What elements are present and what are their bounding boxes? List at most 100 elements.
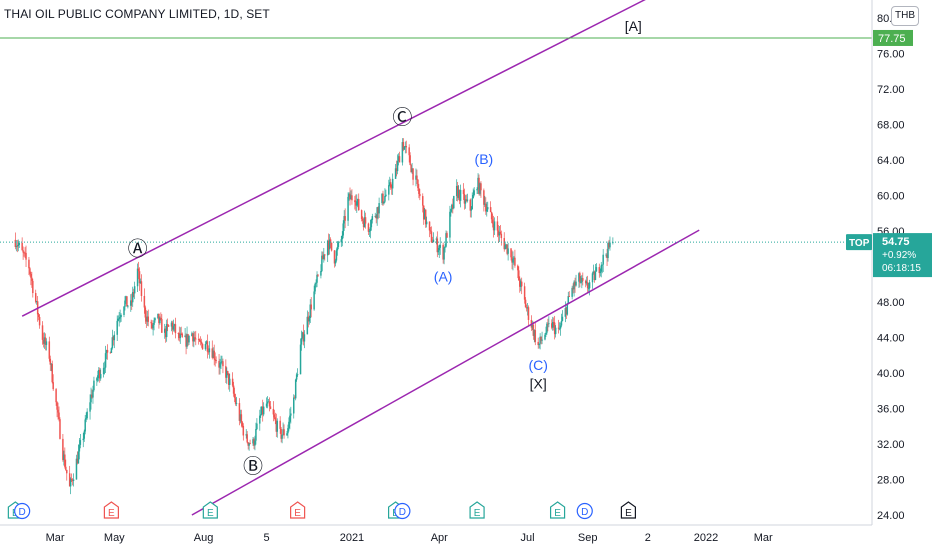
candle-body [259,415,261,424]
candle-body [347,196,349,221]
candle-body [600,265,602,272]
candle-body [323,254,325,260]
candle-body [208,348,211,353]
x-tick-label: May [104,532,125,544]
candle-body [364,217,367,224]
y-tick-label: 28.00 [877,475,905,487]
candle-body [531,324,534,328]
candle-body [220,362,222,363]
candle-body [154,318,156,321]
y-tick-label: 36.00 [877,404,905,416]
candle-body [195,338,197,340]
candle-body [594,271,597,281]
candle-body [207,351,210,353]
candle-body [109,352,112,354]
level-price-badge [873,29,913,46]
candle-body [49,358,52,365]
channel-line-upper [21,0,646,317]
earnings-marker [103,501,119,519]
candle-body [422,196,424,206]
candle-body [574,281,576,286]
candle-body [452,204,454,209]
candle-body [333,250,336,264]
candle-body [238,403,241,421]
candle-body [466,199,469,201]
candle-body [405,146,408,148]
candle-body [120,314,122,318]
candle-body [459,189,462,201]
candle-body [240,414,243,423]
candle-body [106,350,109,353]
candle-body [374,215,376,217]
candle-body [315,282,317,284]
candle-body [266,401,269,404]
candle-body [242,425,245,436]
candle-body [581,278,583,282]
candle-body [51,363,53,383]
candle-body [127,305,129,307]
candle-body [273,414,276,418]
channel-line-lower [191,229,700,516]
candle-body [324,254,326,256]
candle-body [451,204,453,210]
candle-body [504,245,506,250]
x-tick-label: Apr [431,532,448,544]
candle-body [534,330,537,342]
candle-body [44,337,47,345]
candle-body [601,264,603,266]
candle-body [385,194,387,196]
candle-body [72,479,75,481]
candle-body [41,325,44,340]
currency-badge[interactable]: THB [891,6,919,26]
candle-body [180,333,182,335]
candle-body [247,442,249,446]
candle-body [309,304,311,318]
candle-body [520,281,523,287]
y-tick-label: 32.00 [877,439,905,451]
candle-body [443,247,445,260]
candle-body [341,235,343,240]
candle-body [457,190,460,198]
candle-body [330,242,333,251]
candle-body [423,209,426,220]
candle-body [256,423,258,429]
candle-body [362,220,365,228]
candle-body [595,267,598,272]
wave-label: [A] [625,18,642,34]
candle-body [194,337,196,339]
candle-body [295,374,298,380]
candle-body [511,257,513,263]
candle-body [23,252,25,254]
candle-body [585,282,588,284]
candle-body [376,207,378,219]
candle-body [552,322,555,323]
candle-body [398,156,401,163]
earnings-marker-label: E [207,508,214,519]
candle-body [476,188,478,191]
candle-body [557,327,560,329]
candle-body [607,243,609,259]
candle-body [566,303,569,315]
candle-body [578,273,580,282]
y-tick-label: 60.00 [877,191,905,203]
candle-body [56,402,58,410]
candle-body [174,324,177,334]
candle-body [396,161,399,172]
candle-body [283,429,285,436]
candle-body [59,419,61,439]
candle-body [34,293,37,302]
candle-body [179,333,182,339]
candle-body [307,316,310,322]
candle-body [93,380,95,391]
candle-body [90,394,92,403]
candle-body [382,193,384,204]
candle-body [113,334,116,341]
candle-body [234,397,237,404]
candle-body [367,223,370,232]
candle-body [254,440,256,446]
candle-body [172,326,175,330]
candle-body [151,323,153,329]
candle-body [412,168,414,180]
candle-body [42,339,45,344]
